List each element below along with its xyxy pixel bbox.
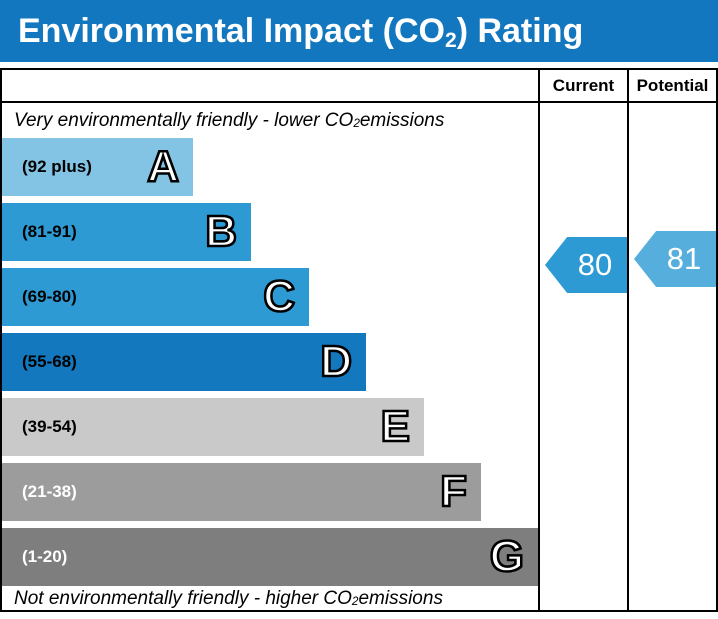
band-letter: C	[262, 272, 296, 321]
page-title-subscript: 2	[444, 29, 457, 53]
band-bar-a: (92 plus) A	[2, 138, 193, 196]
band-letter: F	[439, 467, 468, 516]
band-range-label: (55-68)	[22, 352, 77, 371]
band-bar-d: (55-68) D	[2, 333, 366, 391]
page-title-suffix: ) Rating	[456, 11, 584, 50]
band-letter: D	[319, 337, 353, 386]
band-range-label: (39-54)	[22, 417, 77, 436]
table-body-row: Very environmentally friendly - lower CO…	[2, 103, 716, 610]
band-bar-b: (81-91) B	[2, 203, 251, 261]
band-row-d: (55-68) D	[2, 333, 538, 391]
page-title: Environmental Impact (CO2) Rating	[18, 11, 584, 53]
band-bar-f: (21-38) F	[2, 463, 481, 521]
potential-rating-arrow: 81	[634, 231, 716, 287]
band-letter: A	[146, 142, 180, 191]
band-row-g: (1-20) G	[2, 528, 538, 586]
current-rating-arrow: 80	[545, 237, 627, 293]
band-range-label: (92 plus)	[22, 157, 92, 176]
band-range-label: (69-80)	[22, 287, 77, 306]
band-letter: B	[204, 207, 238, 256]
title-bar: Environmental Impact (CO2) Rating	[0, 0, 718, 62]
band-bar-g: (1-20) G	[2, 528, 538, 586]
band-row-a: (92 plus) A	[2, 138, 538, 196]
table-header-row: Current Potential	[2, 70, 716, 103]
rating-table: Current Potential Very environmentally f…	[0, 68, 718, 612]
band-range-label: (1-20)	[22, 547, 68, 566]
band-letter: G	[489, 532, 526, 581]
bands-column: Very environmentally friendly - lower CO…	[2, 103, 538, 610]
band-row-b: (81-91) B	[2, 203, 538, 261]
band-letter: E	[379, 402, 411, 451]
bottom-note-subscript: 2	[351, 595, 359, 609]
top-note-subscript: 2	[353, 116, 360, 130]
current-column: 80	[538, 103, 627, 610]
band-row-f: (21-38) F	[2, 463, 538, 521]
band-bar-e: (39-54) E	[2, 398, 424, 456]
potential-rating-value: 81	[666, 241, 702, 276]
band-bar-c: (69-80) C	[2, 268, 309, 326]
band-range-label: (21-38)	[22, 482, 77, 501]
band-range-label: (81-91)	[22, 222, 77, 241]
band-row-e: (39-54) E	[2, 398, 538, 456]
bottom-note: Not environmentally friendly - higher CO…	[2, 588, 538, 610]
potential-column: 81	[627, 103, 716, 610]
current-column-header: Current	[538, 70, 627, 101]
bottom-note-prefix: Not environmentally friendly - higher CO	[14, 588, 352, 609]
top-note-prefix: Very environmentally friendly - lower CO	[14, 109, 354, 131]
current-rating-value: 80	[577, 247, 613, 282]
top-note: Very environmentally friendly - lower CO…	[2, 103, 538, 138]
header-spacer-cell	[2, 70, 538, 101]
bottom-note-suffix: emissions	[358, 588, 443, 609]
top-note-suffix: emissions	[359, 109, 445, 131]
band-row-c: (69-80) C	[2, 268, 538, 326]
potential-column-header: Potential	[627, 70, 716, 101]
rating-bands: (92 plus) A (81-91) B (69-80) C (55-68) D (39-54…	[2, 138, 538, 586]
page-title-prefix: Environmental Impact (CO	[18, 11, 445, 50]
